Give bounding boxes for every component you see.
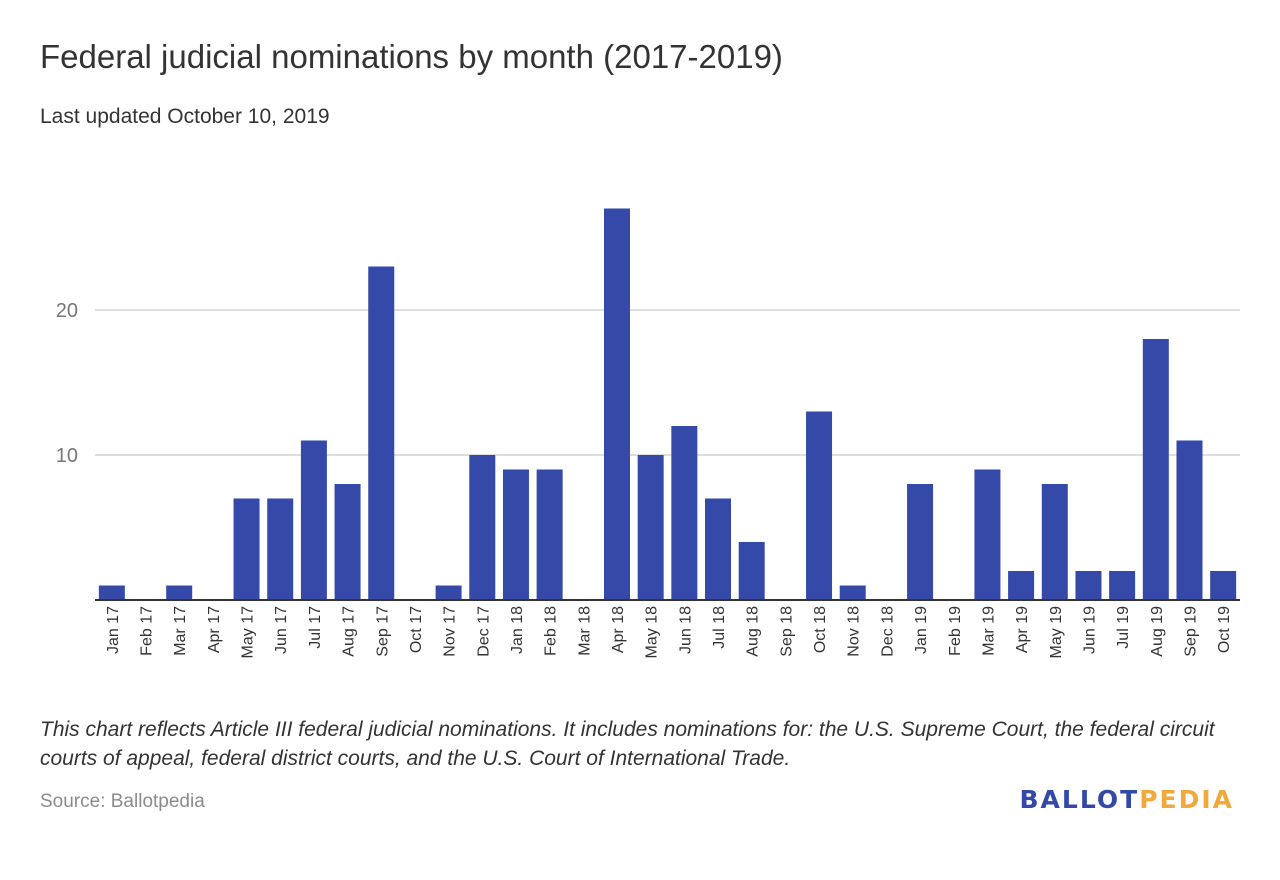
- x-tick-label: Apr 17: [206, 606, 223, 653]
- bar-jan-18: [502, 469, 529, 600]
- bar-aug-17: [334, 484, 361, 600]
- x-tick-label: Apr 19: [1014, 606, 1031, 653]
- bars: [98, 208, 1237, 600]
- x-tick-label: Oct 19: [1216, 606, 1233, 653]
- bar-jul-17: [300, 440, 327, 600]
- x-tick-label: Nov 17: [442, 606, 459, 657]
- bar-apr-19: [1008, 571, 1035, 600]
- x-tick-label: Jul 19: [1115, 606, 1132, 649]
- bar-nov-17: [435, 585, 462, 600]
- bar-jun-17: [267, 498, 294, 600]
- y-tick-label: 10: [56, 445, 78, 467]
- bar-oct-18: [806, 411, 833, 600]
- x-tick-label: Nov 18: [846, 606, 863, 657]
- x-tick-label: Sep 17: [374, 606, 391, 657]
- x-tick-label: Jun 18: [677, 606, 694, 654]
- chart-subtitle: Last updated October 10, 2019: [40, 105, 330, 128]
- logo-text-ballot: BALLOT: [1019, 785, 1140, 814]
- x-tick-label: Apr 18: [610, 606, 627, 653]
- bar-dec-17: [469, 455, 496, 600]
- x-tick-label: May 18: [644, 606, 661, 659]
- chart-footnote: This chart reflects Article III federal …: [40, 718, 1215, 770]
- bar-jun-18: [671, 426, 698, 600]
- x-tick-label: Aug 17: [341, 606, 358, 657]
- gridlines: 10 20: [56, 300, 1240, 467]
- bar-feb-18: [536, 469, 563, 600]
- x-tick-label: Feb 17: [139, 606, 156, 656]
- x-tick-label: May 17: [240, 606, 257, 659]
- bar-nov-18: [839, 585, 866, 600]
- bar-may-19: [1041, 484, 1068, 600]
- x-tick-label: Aug 18: [745, 606, 762, 657]
- x-tick-label: Sep 18: [778, 606, 795, 657]
- x-tick-label: Oct 17: [408, 606, 425, 653]
- bar-sep-17: [368, 266, 395, 600]
- bar-jan-19: [907, 484, 934, 600]
- bar-chart: 10 20 Jan 17 Feb 17 Mar 17 Apr 17 May 17 Jun 1…: [56, 208, 1240, 659]
- x-tick-label: May 19: [1048, 606, 1065, 659]
- x-tick-label: Mar 17: [172, 606, 189, 656]
- bar-aug-19: [1142, 339, 1169, 600]
- x-tick-label: Jul 17: [307, 606, 324, 649]
- bar-may-18: [637, 455, 664, 600]
- source-credit: Source: Ballotpedia: [40, 791, 205, 812]
- bar-may-17: [233, 498, 260, 600]
- bar-jun-19: [1075, 571, 1102, 600]
- bar-mar-17: [166, 585, 193, 600]
- chart-title: Federal judicial nominations by month (2…: [40, 38, 783, 75]
- x-tick-label: Jan 18: [509, 606, 526, 654]
- bar-jul-18: [705, 498, 732, 600]
- y-tick-label: 20: [56, 300, 78, 322]
- x-tick-label: Jul 18: [711, 606, 728, 649]
- logo-text-pedia: PEDIA: [1139, 785, 1234, 814]
- bar-aug-18: [738, 542, 765, 600]
- x-tick-label: Dec 17: [475, 606, 492, 657]
- x-tick-label: Jan 19: [913, 606, 930, 654]
- ballotpedia-logo: BALLOTPEDIA: [1020, 785, 1235, 814]
- bar-jan-17: [98, 585, 125, 600]
- bar-mar-19: [974, 469, 1001, 600]
- x-tick-label: Oct 18: [812, 606, 829, 653]
- x-tick-label: Feb 19: [947, 606, 964, 656]
- x-tick-label: Jan 17: [105, 606, 122, 654]
- x-axis: Jan 17 Feb 17 Mar 17 Apr 17 May 17 Jun 17 Jul …: [95, 599, 1240, 659]
- x-tick-label: Jun 17: [273, 606, 290, 654]
- x-tick-label: Feb 18: [543, 606, 560, 656]
- x-tick-label: Aug 19: [1149, 606, 1166, 657]
- bar-sep-19: [1176, 440, 1203, 600]
- x-tick-label: Dec 18: [879, 606, 896, 657]
- x-tick-label: Mar 18: [576, 606, 593, 656]
- x-tick-label: Jun 19: [1081, 606, 1098, 654]
- x-tick-label: Sep 19: [1182, 606, 1199, 657]
- bar-jul-19: [1109, 571, 1136, 600]
- bar-oct-19: [1210, 571, 1237, 600]
- x-tick-label: Mar 19: [980, 606, 997, 656]
- bar-apr-18: [603, 208, 630, 600]
